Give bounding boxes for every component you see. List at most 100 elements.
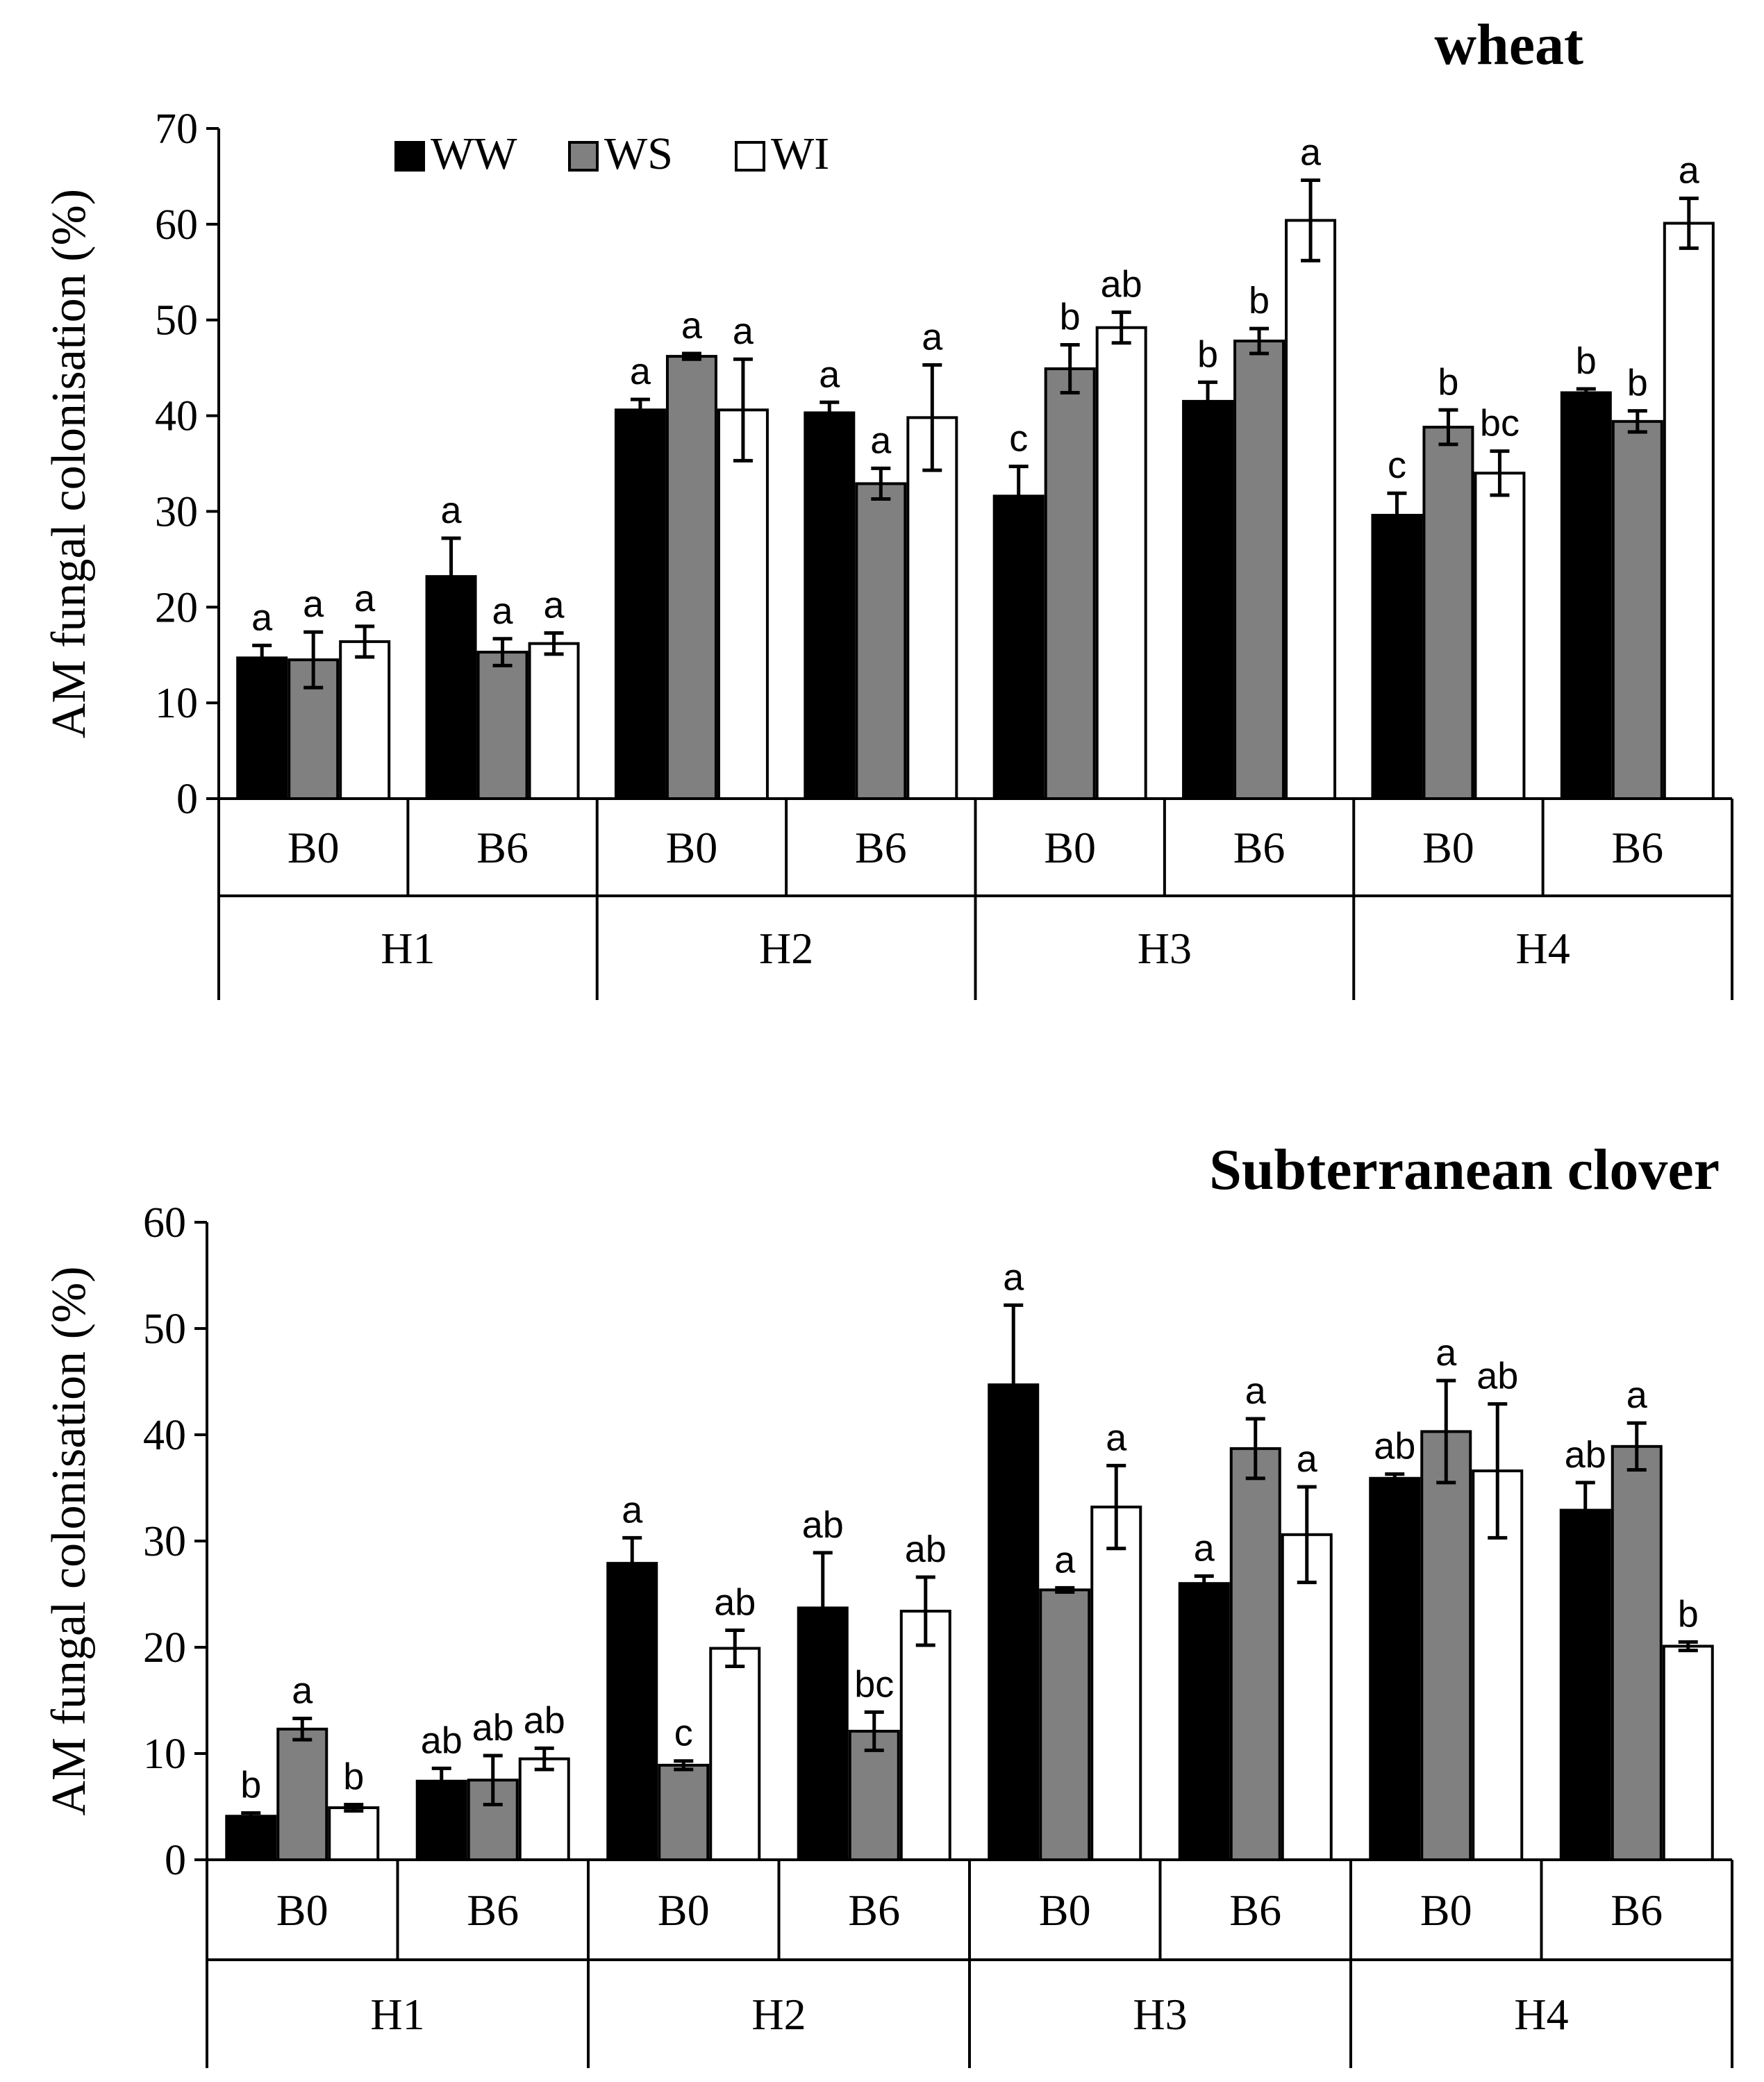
bar-wi [709,1647,761,1862]
bar-wi [717,408,769,800]
bar-ws [855,482,907,800]
significance-label: b [1576,340,1597,382]
bar-ww [1182,399,1234,800]
significance-label: a [1003,1256,1024,1298]
significance-label: a [492,590,514,632]
significance-label: ab [714,1582,756,1624]
significance-label: c [674,1713,693,1754]
significance-label: ab [1565,1434,1606,1476]
significance-label: ab [1101,264,1142,306]
significance-label: a [630,351,651,392]
bar-wi [1474,472,1526,800]
bar-ws [476,651,529,800]
bar-ws [1422,426,1474,800]
bar-ww [1369,1476,1421,1861]
y-tick-label: 50 [143,1306,186,1353]
x-subgroup-label: B0 [1420,1885,1472,1935]
x-subgroup-label: B6 [476,823,529,872]
significance-label: a [292,1670,313,1712]
bar-ww [1559,1508,1611,1861]
bar-ww [1560,391,1612,800]
significance-label: ab [802,1504,844,1546]
y-axis-label: AM fungal colonisation (%) [42,189,96,738]
x-group-label: H2 [759,924,813,973]
bar-ws [1233,340,1285,800]
significance-label: a [819,353,840,395]
legend-swatch-ws [568,141,599,172]
significance-label: b [240,1765,261,1806]
significance-label: a [441,490,463,531]
bar-wi [528,642,580,801]
significance-label: a [544,585,565,626]
x-group-label: H1 [370,1990,424,2039]
bar-ws [1420,1430,1472,1861]
significance-label: a [1297,1438,1318,1480]
significance-label: a [922,317,943,358]
x-subgroup-label: B6 [848,1885,900,1935]
bar-wi [906,416,958,800]
bar-ws [276,1727,328,1862]
wheat-chart: wheat AM fungal colonisation (%) 0 10 20 30 40… [42,13,1733,1000]
bar-ws [1229,1447,1281,1861]
significance-label: ab [905,1529,947,1570]
significance-label: b [1627,363,1648,404]
bar-ws [1611,419,1663,800]
significance-label: b [1249,280,1270,322]
bar-wi [899,1609,951,1861]
bar-ws [658,1763,710,1862]
significance-label: a [1106,1417,1127,1458]
bar-ws [1044,367,1096,800]
x-subgroup-label: B0 [1039,1885,1091,1935]
significance-label: a [870,419,892,461]
significance-label: a [1436,1332,1457,1374]
legend-label: WS [604,128,673,179]
bar-ww [992,494,1045,800]
y-tick-label: 0 [165,1837,186,1884]
x-subgroup-label: B0 [288,823,340,872]
significance-label: b [343,1756,364,1797]
bar-wi [1663,222,1715,800]
significance-label: a [1245,1370,1267,1412]
chart-title: Subterranean clover [1209,1138,1720,1202]
clover-chart: Subterranean clover AM fungal colonisatio… [42,1138,1733,2068]
significance-label: b [1438,361,1458,403]
y-tick-label: 40 [143,1412,186,1459]
y-tick-label: 0 [176,776,198,823]
x-group-label: H1 [381,924,435,973]
y-tick-label: 10 [155,680,198,727]
x-subgroup-label: B6 [467,1885,519,1935]
bar-ws [1039,1588,1091,1861]
bar-wi [328,1806,380,1862]
y-tick-label: 60 [143,1199,186,1247]
bar-wi [518,1757,570,1861]
bar-ws [848,1729,900,1862]
significance-label: c [1009,418,1028,460]
x-subgroup-label: B0 [1422,823,1474,872]
significance-label: bc [1480,403,1520,444]
significance-label: bc [854,1663,894,1705]
x-subgroup-label: B0 [1044,823,1096,872]
x-group-label: H3 [1133,1990,1187,2039]
x-subgroup-label: B0 [658,1885,710,1935]
x-group-label: H2 [751,1990,806,2039]
significance-label: a [1054,1539,1076,1581]
significance-label: ab [472,1707,514,1749]
y-tick-label: 70 [155,106,198,153]
bar-ww [804,411,856,800]
bar-wi [1090,1506,1142,1862]
significance-label: c [1388,444,1406,486]
chart-title: wheat [1434,13,1583,77]
x-subgroup-label: B6 [1611,1885,1663,1935]
x-subgroup-label: B0 [666,823,718,872]
bar-wi [339,640,391,801]
significance-label: a [303,583,324,625]
x-subgroup-label: B6 [855,823,907,872]
significance-label: a [251,597,273,638]
y-tick-label: 10 [143,1731,186,1778]
x-subgroup-label: B0 [276,1885,328,1935]
x-subgroup-label: B6 [1229,1885,1281,1935]
legend-label: WW [431,128,517,179]
significance-label: a [733,310,754,352]
legend-swatch-ww [394,141,425,172]
